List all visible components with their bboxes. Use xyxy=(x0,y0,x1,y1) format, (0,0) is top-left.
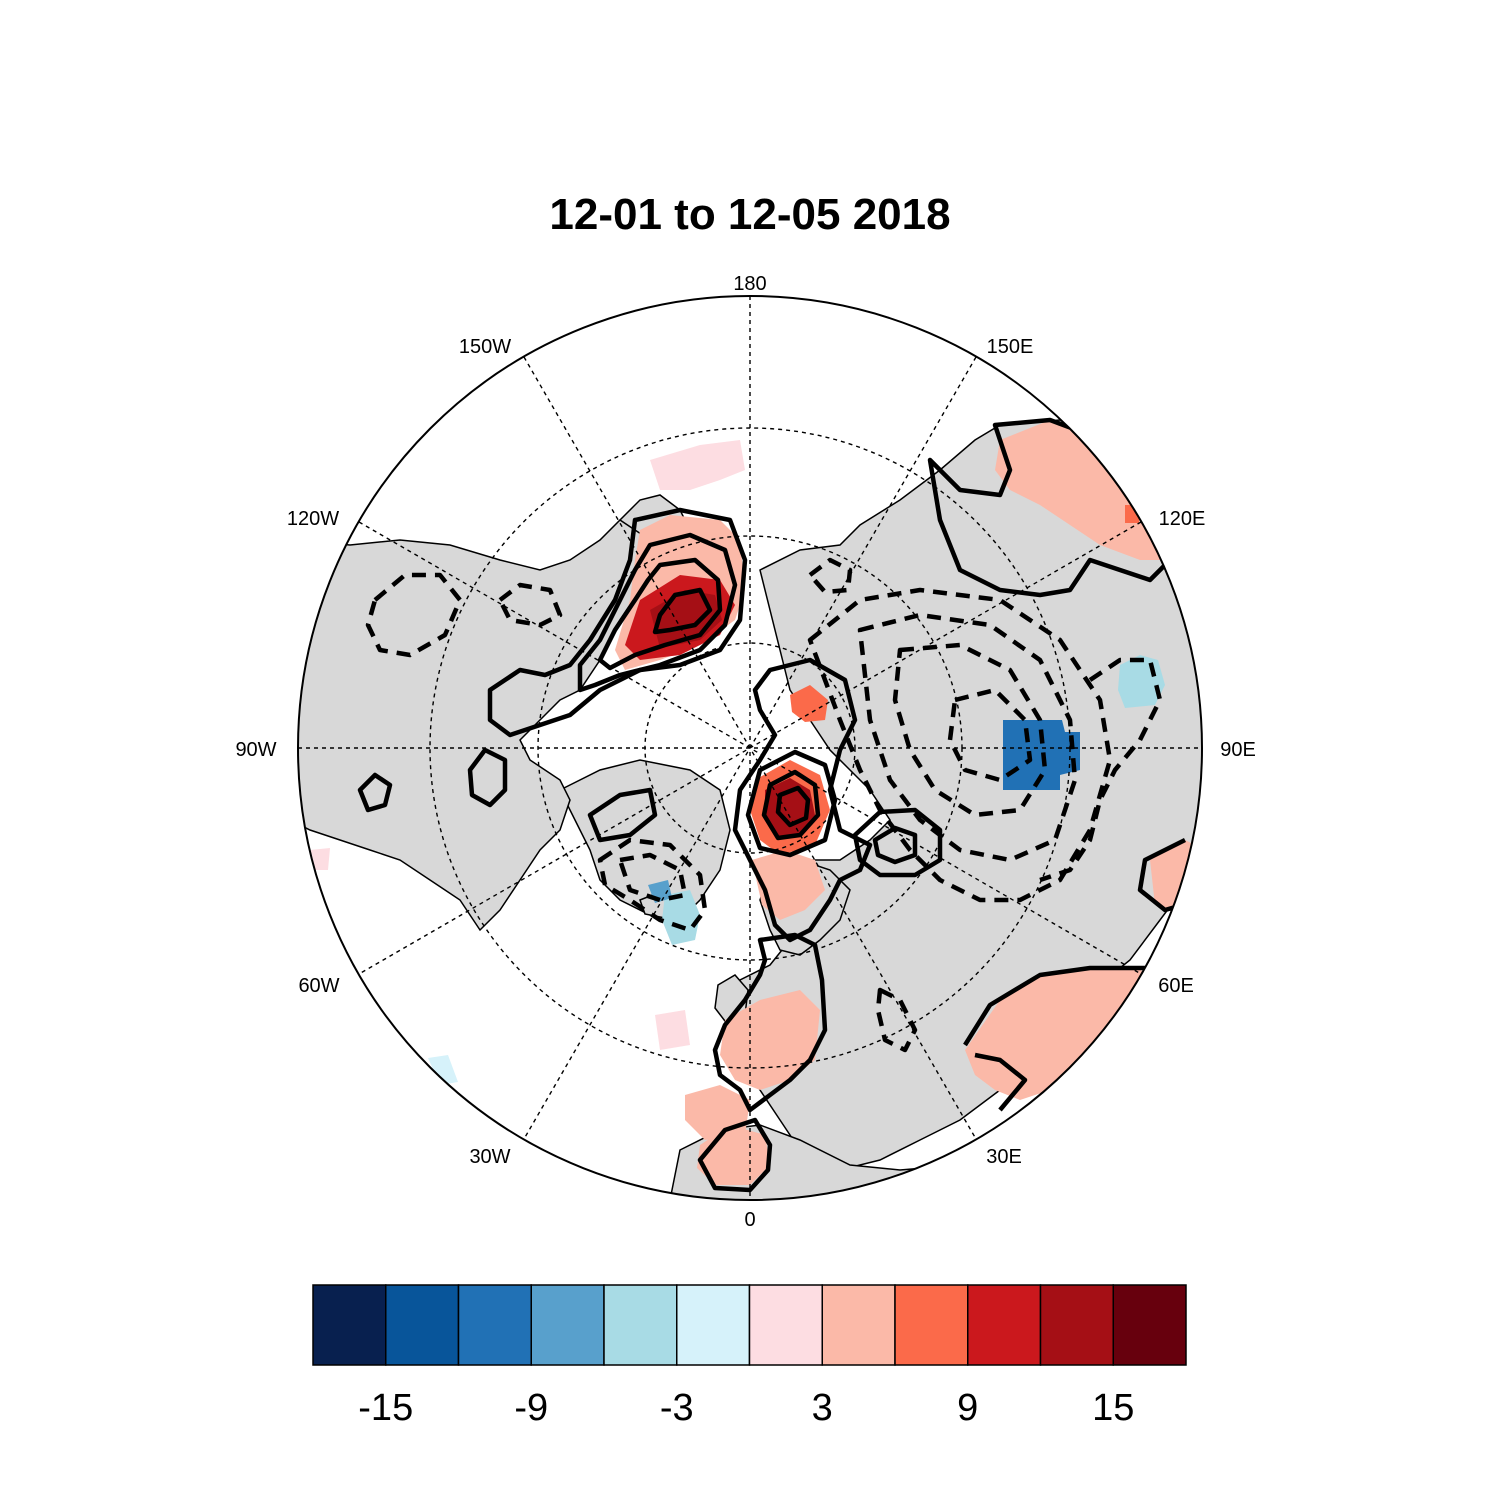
anomaly-arctic-north xyxy=(790,685,828,722)
lon-label-30e: 30E xyxy=(986,1146,1022,1168)
graticule xyxy=(298,296,1202,1200)
colorbar-swatch xyxy=(1112,1284,1187,1366)
contour-neg-europe xyxy=(875,987,918,1053)
lon-label-120w: 120W xyxy=(287,508,339,530)
colorbar-swatch xyxy=(748,1284,823,1366)
colorbar-tick-label: 15 xyxy=(1092,1387,1134,1429)
colorbar-tick-label: -9 xyxy=(514,1387,548,1429)
colorbar-tick-label: 9 xyxy=(957,1387,978,1429)
contour-neg-siberia xyxy=(807,557,853,595)
contour-neg-asia-outer xyxy=(807,587,1113,903)
colorbar-swatch xyxy=(385,1284,460,1366)
contour-africa xyxy=(697,1117,773,1193)
anomaly-bering-pink xyxy=(650,440,745,490)
anomaly-ne-asia xyxy=(995,420,1175,560)
lon-label-180: 180 xyxy=(733,273,766,295)
lon-label-90e: 90E xyxy=(1220,739,1256,761)
contour-neg-asia-mid xyxy=(857,612,1078,863)
contour-alaska-outer xyxy=(487,507,748,738)
contour-neg-canada xyxy=(365,572,463,658)
colorbar-swatch xyxy=(603,1284,678,1366)
colorbar-swatch xyxy=(821,1284,896,1366)
colorbar-tick-label: -15 xyxy=(358,1387,413,1429)
anomaly-atlantic-blue xyxy=(428,1055,458,1085)
colorbar-tick-label: -3 xyxy=(660,1387,694,1429)
contour-arctic-outer xyxy=(732,657,873,943)
lon-label-120e: 120E xyxy=(1159,508,1206,530)
colorbar-swatch xyxy=(1039,1284,1114,1366)
anomaly-west-pink xyxy=(310,848,330,870)
colorbar xyxy=(312,1284,1187,1366)
longitude-labels: 180 150E 120E 90E 60E 30E 0 30W 60W 90W … xyxy=(235,273,1255,1231)
contour-greenland xyxy=(587,787,658,843)
lon-label-90w: 90W xyxy=(235,739,276,761)
contour-neg-greenland-inner xyxy=(617,852,688,903)
colorbar-swatch xyxy=(457,1284,532,1366)
colorbar-swatch xyxy=(530,1284,605,1366)
meridian-120-300 xyxy=(358,521,1142,975)
map-boundary xyxy=(297,295,1203,1201)
contour-alaska-inner xyxy=(597,557,723,671)
contour-south-east xyxy=(974,1052,1028,1112)
contour-arctic-mid xyxy=(745,749,838,858)
anomaly-middle-east xyxy=(965,968,1160,1100)
negative-contours xyxy=(365,557,1163,1053)
colorbar-swatch xyxy=(312,1284,387,1366)
contours xyxy=(357,417,1201,1193)
contour-neg-alaska xyxy=(497,582,563,628)
contour-alaska-mid xyxy=(577,532,738,693)
lon-label-60w: 60W xyxy=(298,975,339,997)
contour-arctic-inner xyxy=(761,769,821,841)
lon-label-0: 0 xyxy=(744,1209,755,1231)
colorbar-swatch xyxy=(894,1284,969,1366)
contour-canada-east xyxy=(467,747,508,808)
lon-label-150w: 150W xyxy=(459,336,511,358)
north-america-landmass xyxy=(298,504,681,932)
colorbar-swatch xyxy=(676,1284,751,1366)
lon-label-30w: 30W xyxy=(469,1146,510,1168)
contour-neg-asia-east xyxy=(1039,657,1163,883)
map-disk xyxy=(298,296,1202,1200)
contour-alaska-core xyxy=(652,587,713,635)
contour-neg-greenland xyxy=(597,837,708,933)
map-title: 12-01 to 12-05 2018 xyxy=(549,190,951,239)
contour-barents xyxy=(852,807,943,878)
contour-canada-west xyxy=(357,772,393,813)
colorbar-tick-label: 3 xyxy=(812,1387,833,1429)
contour-arctic-core xyxy=(775,785,811,828)
contour-neg-asia-inner xyxy=(892,642,1048,818)
anomaly-atlantic-mid-pink xyxy=(655,1010,690,1050)
lon-label-60e: 60E xyxy=(1158,975,1194,997)
contour-neg-asia-core xyxy=(947,687,1033,783)
colorbar-tick-labels: -15 -9 -3 3 9 15 xyxy=(358,1387,1134,1429)
anomaly-greenland-blue xyxy=(662,890,700,945)
colorbar-swatch xyxy=(967,1284,1042,1366)
lon-label-150e: 150E xyxy=(987,336,1034,358)
contour-europe xyxy=(712,932,828,1113)
